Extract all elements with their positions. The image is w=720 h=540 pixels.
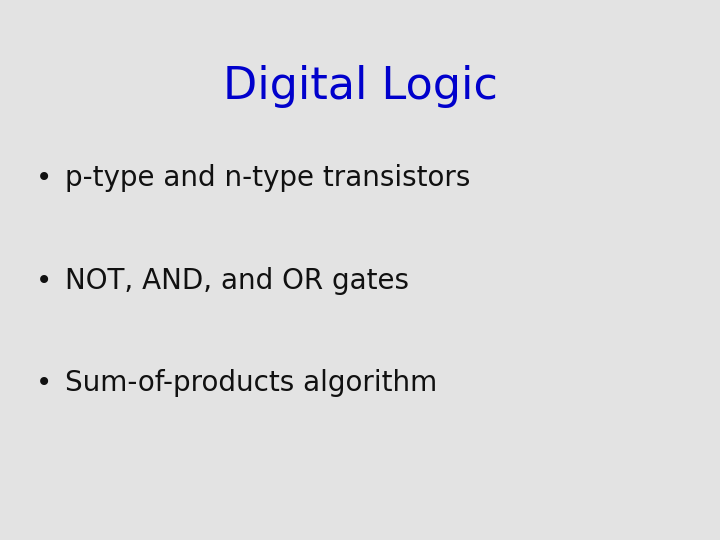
Text: NOT, AND, and OR gates: NOT, AND, and OR gates: [65, 267, 409, 295]
Text: •: •: [36, 164, 53, 192]
Text: Digital Logic: Digital Logic: [222, 65, 498, 108]
Text: •: •: [36, 267, 53, 295]
Text: p-type and n-type transistors: p-type and n-type transistors: [65, 164, 470, 192]
Text: •: •: [36, 369, 53, 397]
Text: Sum-of-products algorithm: Sum-of-products algorithm: [65, 369, 437, 397]
